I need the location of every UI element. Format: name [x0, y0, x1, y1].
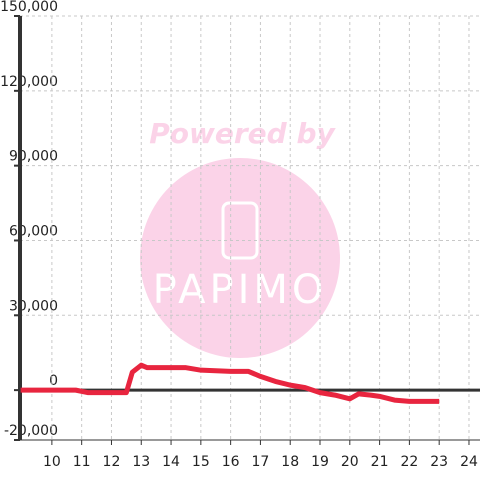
x-tick-label: 17 [252, 454, 270, 470]
x-tick-label: 16 [222, 454, 240, 470]
y-tick-label: -20,000 [4, 423, 58, 439]
y-tick-label: 30,000 [9, 298, 58, 314]
x-tick-label: 15 [192, 454, 210, 470]
x-tick-label: 18 [281, 454, 299, 470]
x-tick-label: 14 [162, 454, 180, 470]
x-tick-label: 12 [103, 454, 121, 470]
y-tick-label: 60,000 [9, 223, 58, 239]
watermark-title: Powered by [149, 117, 336, 150]
x-tick-label: 19 [311, 454, 329, 470]
watermark-icon [221, 201, 259, 260]
y-tick-label: 150,000 [0, 0, 58, 15]
x-tick-label: 11 [73, 454, 91, 470]
x-tick-label: 22 [400, 454, 418, 470]
y-tick-label: 90,000 [9, 149, 58, 165]
x-tick-label: 13 [132, 454, 150, 470]
x-tick-label: 20 [341, 454, 359, 470]
x-tick-label: 23 [430, 454, 448, 470]
x-tick-label: 24 [460, 454, 478, 470]
x-tick-label: 21 [371, 454, 389, 470]
y-tick-label: 0 [49, 373, 58, 389]
x-tick-label: 10 [43, 454, 61, 470]
data-line [20, 362, 440, 404]
watermark-logo: PAPIMO [153, 267, 328, 313]
y-tick-label: 120,000 [0, 74, 58, 90]
